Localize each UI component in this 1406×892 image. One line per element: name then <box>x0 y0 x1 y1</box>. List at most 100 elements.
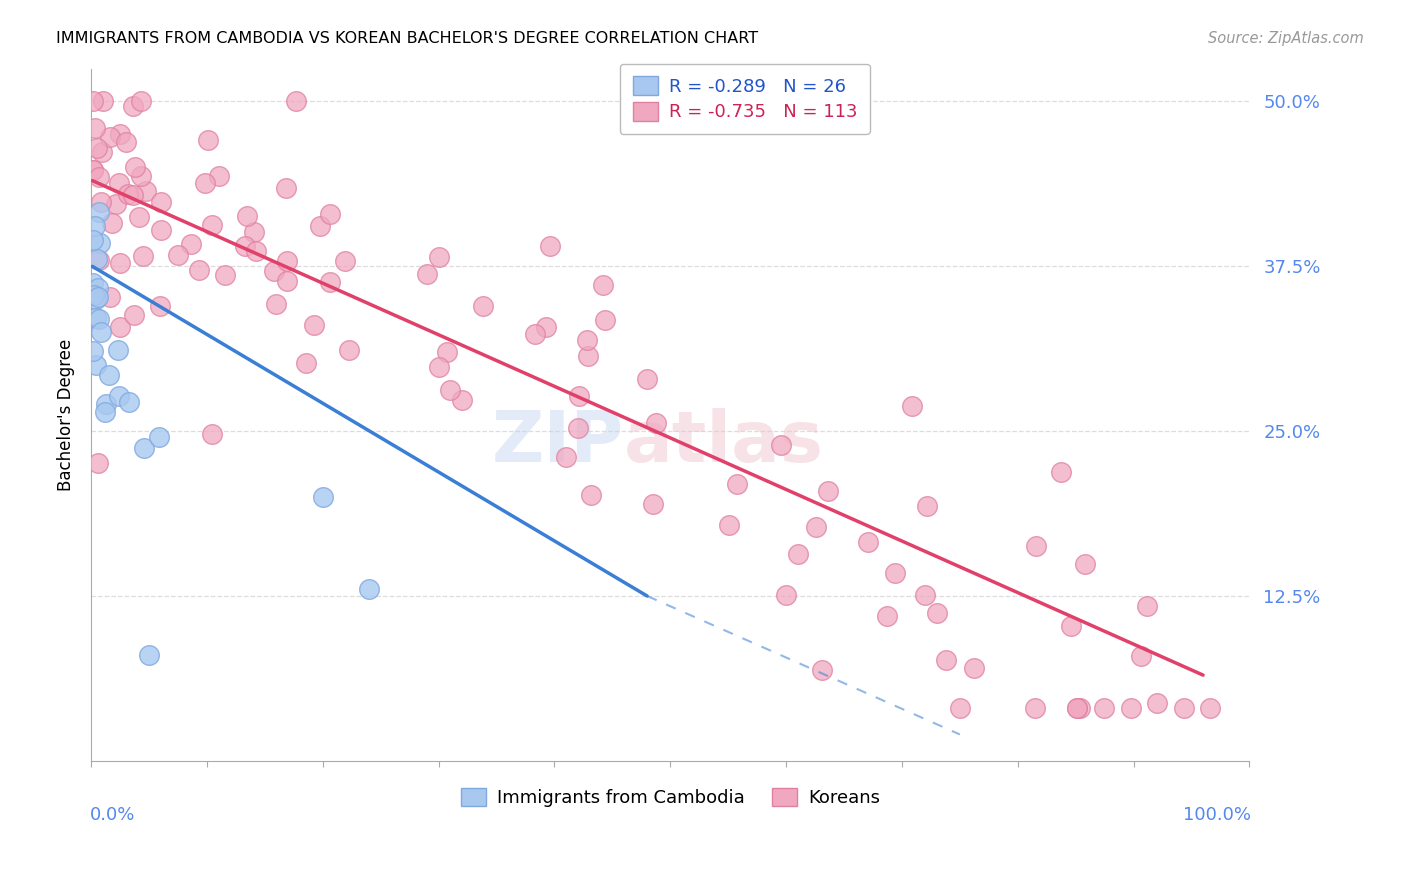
Point <box>245 244 267 258</box>
Point <box>359 582 381 597</box>
Y-axis label: Bachelor's Degree: Bachelor's Degree <box>58 339 75 491</box>
Point <box>150 195 173 210</box>
Point <box>725 477 748 491</box>
Point <box>578 349 600 363</box>
Point <box>87 281 110 295</box>
Point <box>107 389 129 403</box>
Point <box>87 290 110 304</box>
Point <box>82 162 104 177</box>
Text: IMMIGRANTS FROM CAMBODIA VS KOREAN BACHELOR'S DEGREE CORRELATION CHART: IMMIGRANTS FROM CAMBODIA VS KOREAN BACHE… <box>56 31 758 46</box>
Point <box>436 344 458 359</box>
Point <box>89 236 111 251</box>
Point <box>770 437 793 451</box>
Point <box>817 483 839 498</box>
Point <box>534 319 557 334</box>
Point <box>1025 539 1047 553</box>
Point <box>266 297 288 311</box>
Point <box>1173 701 1195 715</box>
Point <box>263 263 285 277</box>
Point <box>98 130 121 145</box>
Point <box>302 318 325 332</box>
Point <box>122 308 145 322</box>
Point <box>233 238 256 252</box>
Point <box>949 701 972 715</box>
Text: atlas: atlas <box>624 408 824 477</box>
Point <box>87 456 110 470</box>
Point <box>149 299 172 313</box>
Point <box>276 254 298 268</box>
Point <box>134 442 156 456</box>
Point <box>101 216 124 230</box>
Point <box>84 219 107 233</box>
Point <box>555 450 578 464</box>
Point <box>641 497 664 511</box>
Legend: Immigrants from Cambodia, Koreans: Immigrants from Cambodia, Koreans <box>454 780 887 814</box>
Point <box>1049 466 1071 480</box>
Point <box>276 181 298 195</box>
Text: 0.0%: 0.0% <box>90 805 135 824</box>
Point <box>804 520 827 534</box>
Point <box>84 121 107 136</box>
Point <box>129 95 152 109</box>
Point <box>451 392 474 407</box>
Point <box>201 427 224 442</box>
Point <box>100 290 122 304</box>
Point <box>135 184 157 198</box>
Point <box>579 488 602 502</box>
Point <box>90 195 112 210</box>
Point <box>150 222 173 236</box>
Point <box>86 141 108 155</box>
Point <box>193 176 215 190</box>
Point <box>105 197 128 211</box>
Point <box>318 275 340 289</box>
Point <box>575 333 598 347</box>
Point <box>1129 649 1152 664</box>
Point <box>138 648 160 663</box>
Point <box>337 343 360 358</box>
Point <box>718 518 741 533</box>
Point <box>309 219 332 234</box>
Point <box>235 210 257 224</box>
Point <box>87 204 110 219</box>
Point <box>90 325 112 339</box>
Point <box>1066 701 1088 715</box>
Point <box>963 660 986 674</box>
Point <box>94 397 117 411</box>
Point <box>1024 700 1046 714</box>
Point <box>285 95 308 109</box>
Point <box>644 416 666 430</box>
Point <box>319 207 342 221</box>
Point <box>83 287 105 301</box>
Point <box>592 278 614 293</box>
Point <box>876 608 898 623</box>
Point <box>87 253 110 268</box>
Point <box>1069 701 1091 715</box>
Point <box>333 254 356 268</box>
Text: Source: ZipAtlas.com: Source: ZipAtlas.com <box>1208 31 1364 46</box>
Point <box>124 161 146 175</box>
Point <box>93 405 115 419</box>
Point <box>82 233 104 247</box>
Point <box>295 356 318 370</box>
Point <box>242 225 264 239</box>
Point <box>107 343 129 357</box>
Point <box>84 358 107 372</box>
Text: 100.0%: 100.0% <box>1182 805 1250 824</box>
Point <box>82 163 104 178</box>
Point <box>108 319 131 334</box>
Point <box>82 344 104 359</box>
Point <box>901 400 924 414</box>
Point <box>593 313 616 327</box>
Point <box>180 237 202 252</box>
Point <box>167 248 190 262</box>
Point <box>568 389 591 403</box>
Point <box>925 606 948 620</box>
Point <box>472 299 495 313</box>
Point <box>524 327 547 342</box>
Point <box>636 372 658 386</box>
Point <box>427 359 450 374</box>
Point <box>787 547 810 561</box>
Text: ZIP: ZIP <box>492 408 624 477</box>
Point <box>811 663 834 677</box>
Point <box>567 421 589 435</box>
